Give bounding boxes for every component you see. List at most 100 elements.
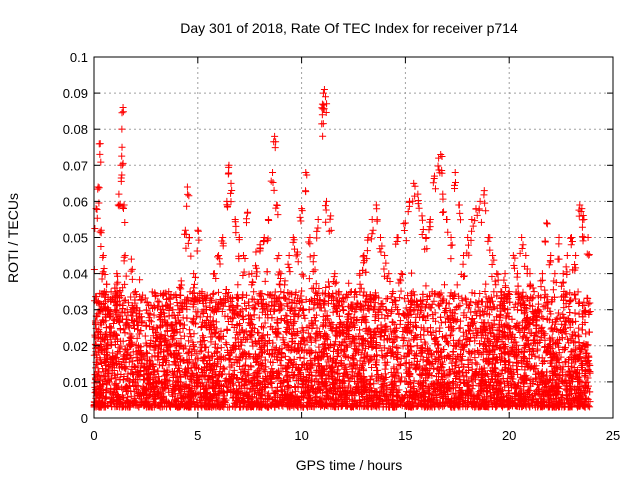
data-point [115, 344, 123, 352]
data-point [382, 295, 390, 303]
data-point [150, 368, 158, 376]
data-point [522, 305, 530, 313]
data-point [449, 347, 457, 355]
data-point [434, 301, 442, 309]
data-point [423, 312, 431, 320]
data-point [462, 296, 470, 304]
data-point [417, 331, 425, 339]
data-point [374, 377, 382, 385]
data-point [105, 323, 113, 331]
data-point [509, 362, 517, 370]
data-point [371, 289, 379, 297]
data-point [557, 282, 565, 290]
data-point [436, 324, 444, 332]
data-point [103, 385, 111, 393]
data-point [436, 292, 444, 300]
data-point [237, 368, 245, 376]
data-point [445, 323, 453, 331]
data-point [247, 385, 255, 393]
data-point [117, 342, 125, 350]
data-point [176, 299, 184, 307]
data-point [441, 281, 449, 289]
data-point [458, 297, 466, 305]
data-point [305, 394, 313, 402]
data-point [372, 340, 380, 348]
data-point [375, 314, 383, 322]
data-point [325, 299, 333, 307]
data-point [411, 351, 419, 359]
data-point [330, 300, 338, 308]
data-point [209, 290, 217, 298]
data-point [501, 367, 509, 375]
data-point [207, 338, 215, 346]
data-point [439, 360, 447, 368]
data-point [420, 312, 428, 320]
data-point [399, 395, 407, 403]
data-point [491, 277, 499, 285]
data-point [242, 376, 250, 384]
data-point [127, 293, 135, 301]
data-point [566, 296, 574, 304]
data-point [311, 335, 319, 343]
data-point [429, 315, 437, 323]
data-point [584, 300, 592, 308]
data-point [541, 330, 549, 338]
data-point [388, 373, 396, 381]
data-point [169, 336, 177, 344]
data-point [378, 311, 386, 319]
data-point [457, 317, 465, 325]
data-point [345, 279, 353, 287]
data-point [117, 360, 125, 368]
data-point [132, 363, 140, 371]
data-point [538, 323, 546, 331]
data-point [221, 365, 229, 373]
data-point [453, 316, 461, 324]
data-point [198, 347, 206, 355]
data-point [300, 354, 308, 362]
data-point [578, 302, 586, 310]
data-point [581, 309, 589, 317]
data-point [136, 276, 144, 284]
data-point [521, 301, 529, 309]
data-point [553, 376, 561, 384]
data-point [406, 327, 414, 335]
data-point [396, 294, 404, 302]
data-point [393, 344, 401, 352]
data-point [571, 338, 579, 346]
data-point [315, 343, 323, 351]
data-point [185, 348, 193, 356]
data-point [499, 387, 507, 395]
data-point [241, 299, 249, 307]
data-point [234, 302, 242, 310]
data-point [130, 305, 138, 313]
data-point [226, 355, 234, 363]
data-point [196, 313, 204, 321]
data-point [340, 306, 348, 314]
data-point [247, 327, 255, 335]
data-point [312, 280, 320, 288]
data-point [167, 333, 175, 341]
data-point [329, 321, 337, 329]
data-point [129, 357, 137, 365]
data-point [555, 349, 563, 357]
data-point [444, 338, 452, 346]
data-point [351, 345, 359, 353]
data-point [559, 310, 567, 318]
data-point [538, 333, 546, 341]
data-point [306, 297, 314, 305]
data-point [199, 333, 207, 341]
data-point [261, 319, 269, 327]
data-point [255, 314, 263, 322]
data-point [582, 330, 590, 338]
data-point [147, 318, 155, 326]
data-point [127, 392, 135, 400]
data-point [471, 354, 479, 362]
data-point [565, 316, 573, 324]
data-point [122, 346, 130, 354]
data-point [281, 352, 289, 360]
data-point [486, 299, 494, 307]
data-point [214, 288, 222, 296]
data-point [245, 378, 253, 386]
data-point [572, 295, 580, 303]
data-point [342, 341, 350, 349]
